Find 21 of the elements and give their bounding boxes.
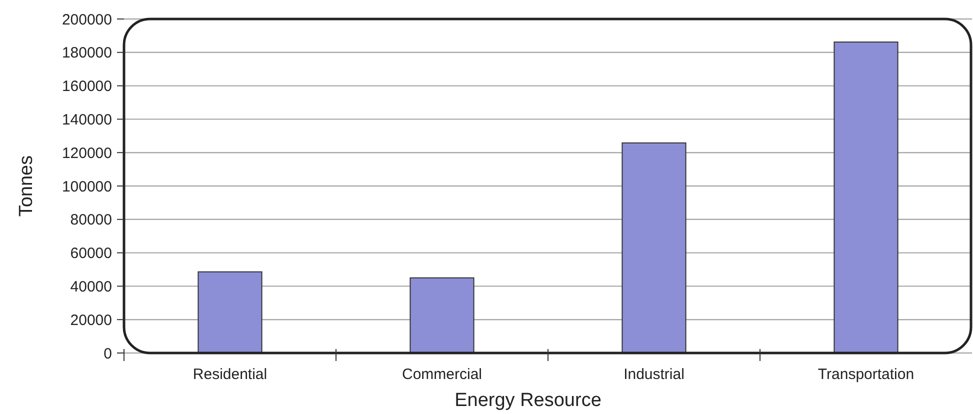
y-tick-label: 120000 — [62, 144, 112, 162]
bar — [410, 277, 474, 354]
x-tick-label: Residential — [192, 366, 268, 383]
y-tick-label: 80000 — [70, 212, 112, 229]
y-tick-label: 200000 — [62, 11, 112, 28]
y-tick-label: 40000 — [70, 278, 112, 296]
x-tick-label: Industrial — [624, 366, 684, 383]
x-axis-title: Energy Resource — [454, 390, 602, 411]
y-tick-label: 0 — [104, 345, 112, 362]
bar — [622, 142, 686, 354]
y-tick-label: 60000 — [70, 245, 112, 262]
y-tick-label: 100000 — [62, 178, 112, 196]
y-tick-label: 20000 — [70, 312, 112, 329]
y-tick-label: 160000 — [62, 78, 112, 96]
y-tick-label: 140000 — [62, 111, 112, 128]
y-axis-title: Tonnes — [16, 155, 37, 217]
x-tick-label: Transportation — [818, 366, 914, 383]
y-tick-label: 180000 — [62, 44, 112, 62]
x-tick-label: Commercial — [402, 366, 482, 383]
bar — [198, 271, 262, 354]
bar — [834, 42, 898, 354]
